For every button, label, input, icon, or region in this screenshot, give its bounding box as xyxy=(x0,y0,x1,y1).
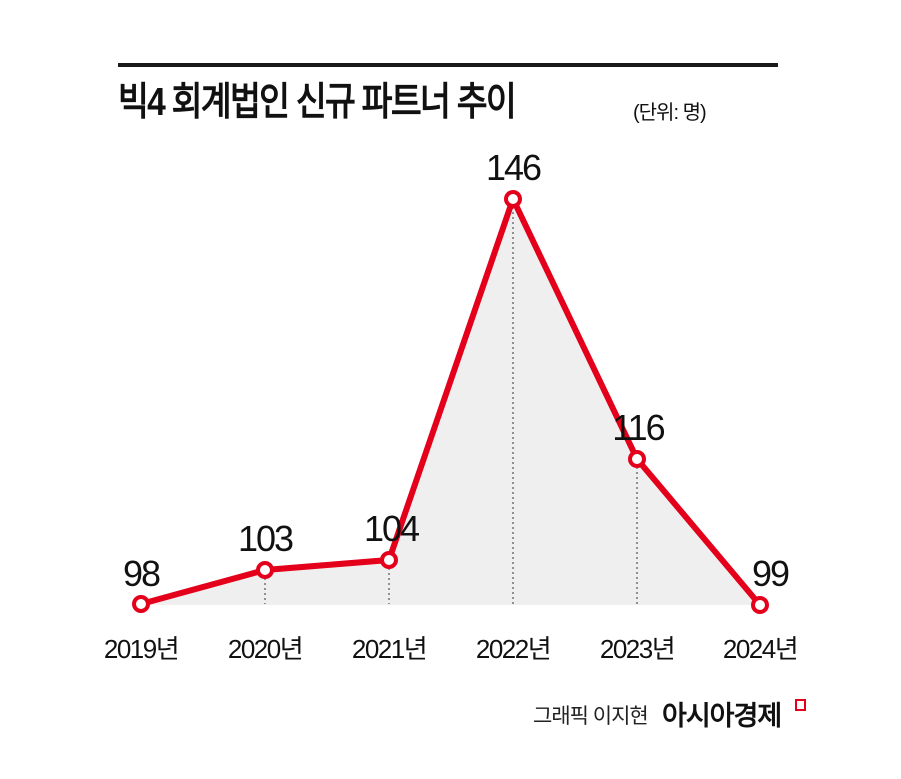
value-label-2023: 116 xyxy=(612,407,664,448)
x-label-2022: 2022년 xyxy=(476,634,550,664)
marker-2022 xyxy=(504,190,522,208)
value-label-2020: 103 xyxy=(238,518,293,559)
brand-mark-icon xyxy=(795,699,806,711)
marker-2020 xyxy=(256,561,274,579)
x-label-2023: 2023년 xyxy=(600,634,674,664)
x-axis-labels: 2019년 2020년 2021년 2022년 2023년 2024년 xyxy=(104,634,799,664)
graphic-credit: 그래픽 이지현 xyxy=(533,705,649,728)
marker-2019 xyxy=(132,595,150,613)
area-fill xyxy=(141,199,760,605)
drop-lines xyxy=(264,207,638,604)
value-labels: 98 103 104 146 116 99 xyxy=(123,147,791,594)
brand-logo-text: 아시아경제 xyxy=(662,701,782,731)
marker-2023 xyxy=(628,450,646,468)
marker-2024 xyxy=(751,596,769,614)
chart-title: 빅4 회계법인 신규 파트너 추이 xyxy=(118,81,517,124)
value-label-2019: 98 xyxy=(123,553,160,594)
value-label-2022: 146 xyxy=(486,147,541,188)
value-label-2021: 104 xyxy=(364,508,419,549)
x-label-2019: 2019년 xyxy=(104,634,178,664)
marker-2021 xyxy=(380,551,398,569)
x-label-2024: 2024년 xyxy=(723,634,797,664)
unit-label: (단위: 명) xyxy=(633,102,707,124)
title-rule xyxy=(118,63,778,67)
data-markers xyxy=(132,190,769,614)
value-label-2024: 99 xyxy=(752,553,789,594)
x-label-2020: 2020년 xyxy=(228,634,302,664)
x-label-2021: 2021년 xyxy=(352,634,426,664)
data-line xyxy=(140,191,763,607)
